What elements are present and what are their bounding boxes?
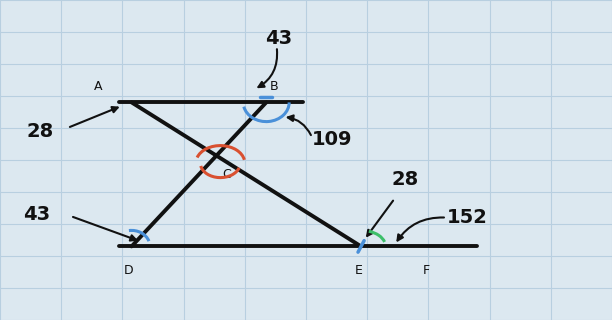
Text: 28: 28 <box>392 170 419 189</box>
Text: 109: 109 <box>312 130 353 149</box>
Text: 43: 43 <box>23 205 50 224</box>
Text: B: B <box>270 80 278 93</box>
Text: C: C <box>222 168 231 181</box>
Text: A: A <box>94 80 102 93</box>
Text: 152: 152 <box>447 208 488 227</box>
Text: D: D <box>124 264 133 277</box>
Text: E: E <box>355 264 362 277</box>
Text: 43: 43 <box>265 29 292 48</box>
Text: 28: 28 <box>26 122 53 141</box>
Text: F: F <box>422 264 430 277</box>
